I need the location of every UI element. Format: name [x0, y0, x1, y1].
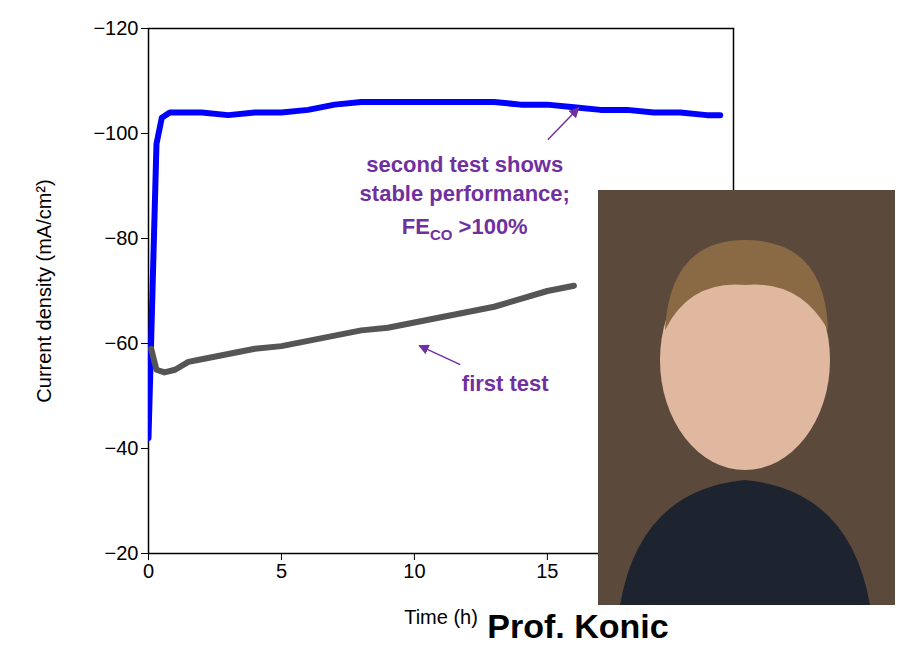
svg-text:10: 10 [403, 560, 425, 582]
svg-text:0: 0 [143, 560, 154, 582]
svg-text:−100: −100 [93, 122, 138, 144]
svg-text:Current density (mA/cm²): Current density (mA/cm²) [33, 179, 55, 402]
svg-text:Time (h): Time (h) [404, 606, 478, 628]
svg-text:first test: first test [462, 371, 549, 396]
svg-text:−40: −40 [105, 437, 139, 459]
svg-text:Prof. Konic: Prof. Konic [487, 607, 668, 645]
svg-text:5: 5 [276, 560, 287, 582]
svg-text:FECO >100%: FECO >100% [402, 214, 528, 243]
svg-text:−60: −60 [105, 332, 139, 354]
svg-text:−80: −80 [105, 227, 139, 249]
svg-text:−120: −120 [93, 17, 138, 39]
svg-text:second test showsstable perfor: second test showsstable performance; [360, 152, 570, 206]
svg-text:15: 15 [536, 560, 558, 582]
svg-text:−20: −20 [105, 542, 139, 564]
